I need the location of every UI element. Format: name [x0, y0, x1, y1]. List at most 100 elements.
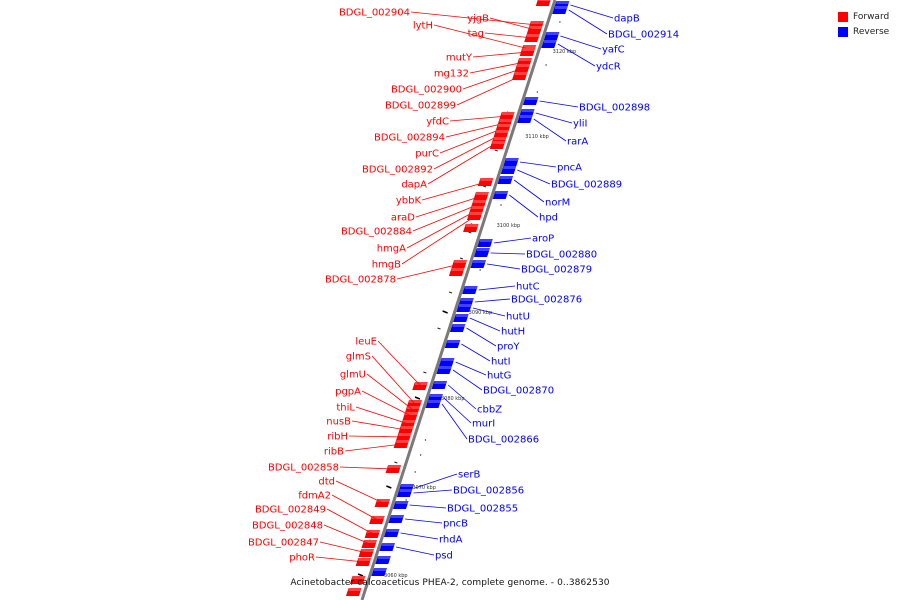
forward-gene: phoR: [289, 553, 372, 566]
reverse-gene-label: yafC: [602, 45, 625, 56]
reverse-gene: proY: [449, 324, 520, 353]
reverse-gene-label: BDGL_002880: [526, 250, 597, 261]
forward-gene-label: thiL: [336, 403, 355, 414]
forward-gene: purC: [415, 124, 511, 160]
legend: Forward Reverse: [838, 9, 889, 39]
reverse-gene: rhdA: [383, 529, 463, 546]
forward-gene: BDGL_002904: [339, 8, 544, 29]
reverse-gene: BDGL_002914: [552, 6, 679, 41]
reverse-gene: ydcR: [541, 40, 621, 73]
forward-gene: leuE: [355, 337, 428, 390]
reverse-gene-unlabeled: [371, 568, 388, 576]
forward-gene-label: BDGL_002858: [268, 463, 339, 474]
reverse-gene: aroP: [477, 234, 554, 247]
legend-item-forward: Forward: [838, 9, 889, 24]
forward-gene: yfdC: [426, 112, 515, 128]
reverse-gene-label: pncA: [557, 163, 582, 174]
reverse-gene-label: hutC: [516, 282, 540, 293]
forward-gene-unlabeled: [349, 576, 366, 584]
reverse-gene-label: norM: [545, 198, 570, 209]
reverse-gene: BDGL_002855: [392, 501, 518, 515]
reverse-gene: pncA: [503, 158, 582, 174]
forward-gene: BDGL_002858: [268, 463, 402, 474]
forward-gene: yjgB: [467, 14, 543, 34]
reverse-gene-label: hpd: [539, 213, 558, 224]
major-tick: [442, 310, 448, 314]
position-dot: [559, 21, 561, 23]
forward-gene-label: BDGL_002892: [362, 165, 433, 176]
position-dot: [414, 471, 416, 473]
forward-gene-label: araD: [391, 213, 415, 224]
reverse-features: dapB BDGL_002914 yafC ydcR BDGL_002898 yliI ra…: [371, 1, 679, 576]
reverse-gene: dapB: [553, 1, 640, 25]
forward-gene-label: ribB: [324, 447, 344, 458]
reverse-gene: hutI: [444, 340, 511, 368]
reverse-gene-label: hutH: [501, 327, 525, 338]
forward-gene-label: hmgB: [372, 260, 401, 271]
forward-gene: ybbK: [396, 178, 494, 207]
forward-gene-label: purC: [415, 149, 439, 160]
reverse-gene-label: hutG: [487, 371, 511, 382]
forward-gene: nusB: [326, 417, 414, 434]
tick-label: 3070 kbp: [412, 485, 436, 491]
forward-gene-label: pgpA: [335, 387, 361, 398]
forward-gene: araD: [391, 192, 489, 224]
forward-gene-label: BDGL_002899: [385, 101, 456, 112]
reverse-gene-label: BDGL_002855: [447, 504, 518, 515]
forward-gene-unlabeled: [448, 268, 465, 276]
forward-gene-label: yjgB: [467, 14, 489, 25]
reverse-gene-label: BDGL_002856: [453, 486, 524, 497]
forward-gene-unlabeled: [463, 224, 479, 232]
reverse-gene: BDGL_002870: [436, 366, 554, 397]
forward-gene-label: tag: [468, 29, 484, 40]
forward-gene: mg132: [434, 58, 533, 80]
reverse-gene: BDGL_002876: [458, 295, 582, 306]
reverse-gene-label: proY: [497, 342, 520, 353]
reverse-gene: pncB: [388, 515, 468, 530]
forward-gene-label: dapA: [401, 180, 427, 191]
minor-tick: [459, 257, 464, 260]
reverse-gene: rarA: [517, 115, 588, 148]
forward-gene-label: BDGL_002900: [391, 85, 462, 96]
position-dot: [500, 204, 502, 206]
forward-gene: BDGL_002900: [391, 64, 531, 96]
tick-label: 3090 kbp: [469, 310, 493, 316]
reverse-gene: BDGL_002879: [470, 260, 592, 276]
forward-gene-label: fdmA2: [298, 491, 331, 502]
forward-gene-label: BDGL_002849: [255, 505, 326, 516]
genome-backbone: [360, 0, 557, 600]
reverse-gene: BDGL_002866: [425, 400, 539, 446]
forward-gene-label: mg132: [434, 69, 469, 80]
tick-label: 3060 kbp: [384, 573, 408, 579]
forward-swatch: [838, 11, 848, 22]
reverse-gene: BDGL_002880: [474, 249, 597, 261]
forward-gene-label: BDGL_002847: [248, 538, 319, 549]
position-dot: [545, 64, 547, 66]
forward-gene-label: glmU: [340, 370, 366, 381]
forward-gene-label: ybbK: [396, 196, 422, 207]
reverse-gene: BDGL_002889: [500, 166, 622, 191]
position-dot: [536, 91, 539, 93]
forward-gene-label: dtd: [318, 477, 335, 488]
forward-gene: pgpA: [335, 387, 419, 420]
forward-gene-unlabeled: [489, 141, 506, 149]
reverse-gene: norM: [497, 176, 570, 209]
genome-caption: Acinetobacter calcoaceticus PHEA-2, comp…: [290, 578, 610, 588]
forward-gene-label: ribH: [327, 432, 348, 443]
legend-label-reverse: Reverse: [853, 26, 890, 37]
reverse-gene-label: BDGL_002914: [608, 30, 679, 41]
reverse-gene: BDGL_002898: [522, 97, 650, 114]
reverse-gene: yafC: [543, 32, 625, 56]
reverse-gene: hutH: [453, 314, 525, 338]
reverse-gene-label: BDGL_002870: [483, 386, 554, 397]
forward-gene: tag: [468, 29, 540, 42]
minor-tick: [483, 185, 487, 188]
reverse-gene-label: psd: [435, 551, 453, 562]
forward-gene-unlabeled: [346, 588, 362, 596]
legend-label-forward: Forward: [853, 11, 890, 22]
minor-tick: [468, 231, 472, 234]
reverse-gene-label: rarA: [567, 137, 588, 148]
forward-gene-label: BDGL_002894: [374, 133, 445, 144]
major-tick: [414, 396, 421, 400]
minor-tick: [437, 327, 441, 330]
